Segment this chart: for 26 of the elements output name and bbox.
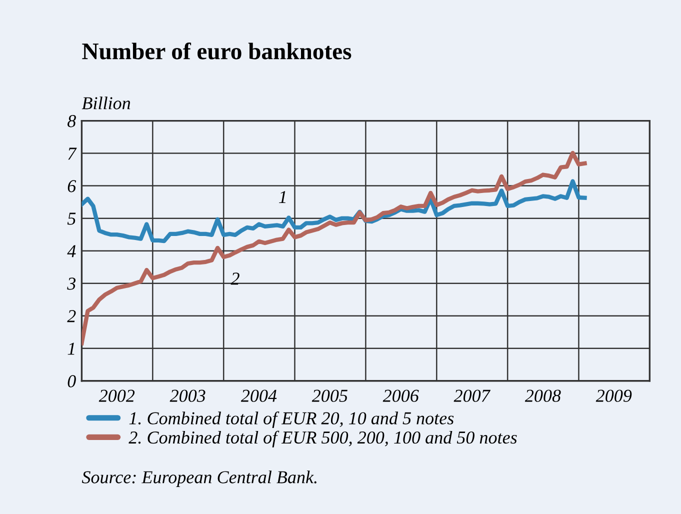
annotation: 2 [230, 272, 240, 285]
x-tick-label: 2005 [312, 390, 348, 402]
y-tick-label: 1 [68, 342, 74, 355]
y-tick-label: 5 [67, 212, 76, 225]
legend-label: 1. Combined total of EUR 20, 10 and 5 notes [129, 412, 454, 428]
legend-label: 2. Combined total of EUR 500, 200, 100 and 50 notes [128, 430, 517, 448]
y-tick-label: 8 [68, 115, 76, 128]
x-tick-label: 2002 [98, 390, 135, 402]
x-tick-label: 2008 [524, 390, 561, 402]
y-axis-title: Billion [82, 96, 130, 110]
y-tick-label: 0 [68, 375, 76, 388]
y-tick-label: 7 [68, 148, 77, 160]
y-tick-label: 3 [67, 278, 76, 290]
chart-title: Number of euro banknotes [82, 42, 352, 60]
y-tick-label: 2 [67, 310, 76, 322]
y-tick-label: 6 [68, 180, 76, 192]
x-tick-label: 2004 [240, 390, 277, 402]
annotation: 1 [279, 191, 286, 204]
line-series [82, 150, 587, 346]
x-tick-label: 2007 [454, 390, 490, 402]
y-tick-label: 4 [67, 245, 76, 258]
x-tick-label: 2006 [382, 390, 419, 402]
line-series [82, 179, 587, 244]
x-tick-label: 2003 [170, 390, 206, 402]
x-tick-label: 2009 [596, 390, 632, 402]
source-note: Source: European Central Bank. [82, 470, 316, 488]
